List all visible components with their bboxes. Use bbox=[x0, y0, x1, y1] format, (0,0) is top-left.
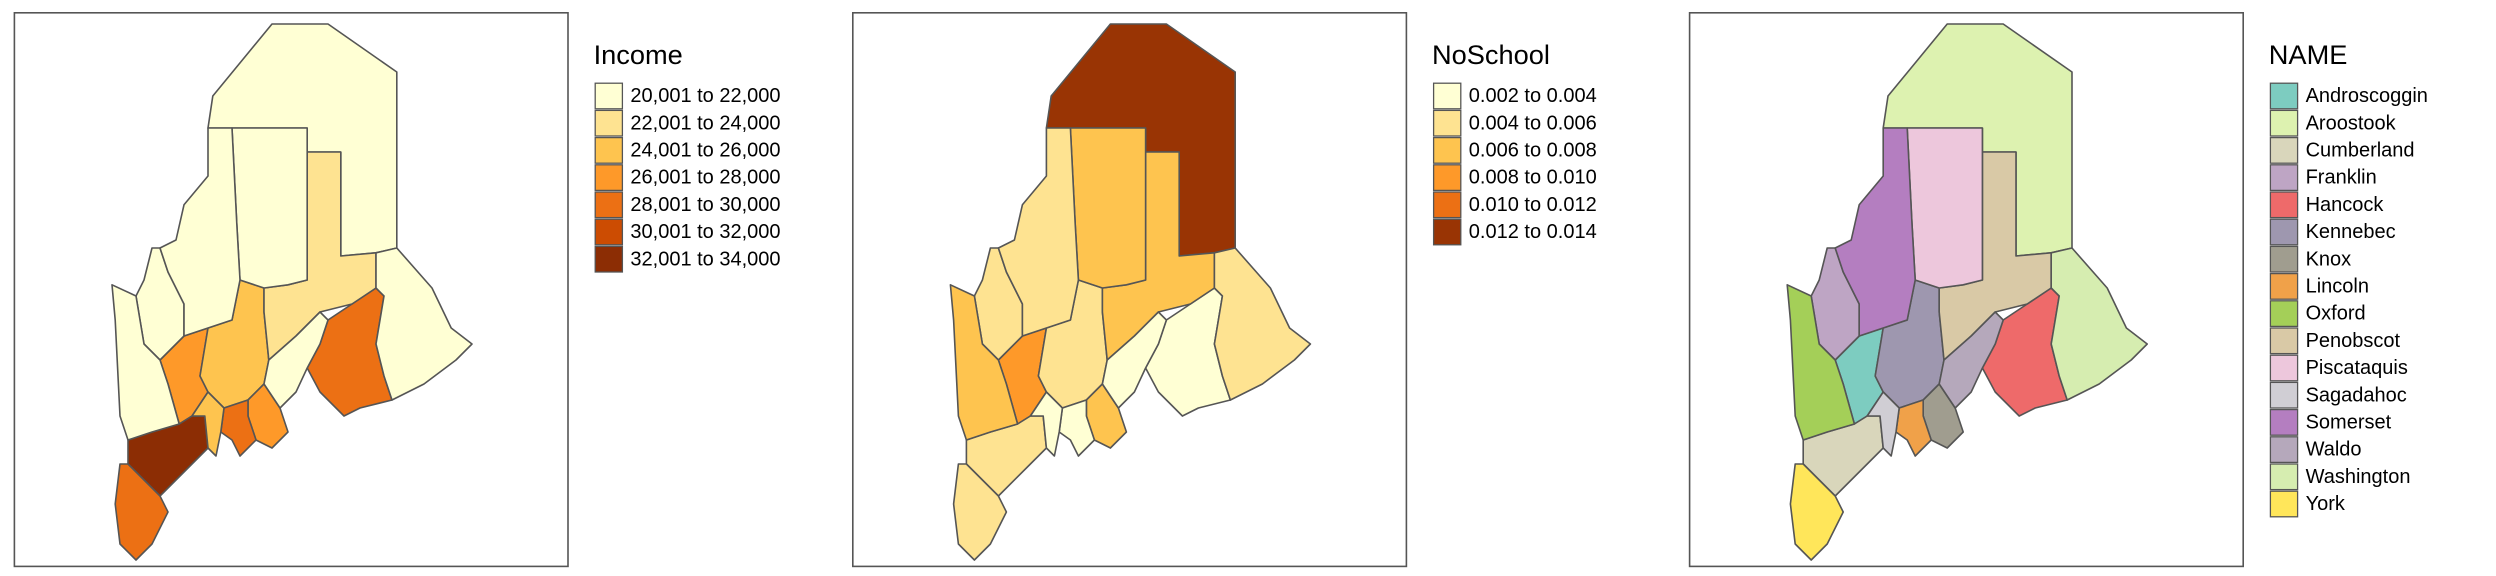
county bbox=[2050, 247, 2148, 401]
legend-swatch bbox=[2269, 408, 2299, 436]
map-panel: NoSchool 0.002 to 0.004 0.004 to 0.006 0.00… bbox=[852, 12, 1597, 568]
map-panel: NAME Androscoggin Aroostook Cumberland Frank… bbox=[1688, 12, 2428, 568]
county bbox=[263, 311, 329, 409]
legend-swatch bbox=[2269, 463, 2299, 491]
county bbox=[220, 399, 257, 457]
legend-swatch bbox=[2269, 436, 2299, 464]
county bbox=[1058, 399, 1096, 457]
legend-swatch bbox=[2269, 136, 2299, 164]
legend-label: York bbox=[2306, 493, 2346, 515]
legend-swatch bbox=[1432, 191, 1462, 219]
legend-swatch bbox=[2269, 191, 2299, 219]
map-panel: Income 20,001 to 22,000 22,001 to 24,000 24… bbox=[13, 12, 781, 568]
legend-label: Knox bbox=[2306, 248, 2352, 270]
legend-label: 0.012 to 0.014 bbox=[1469, 221, 1597, 243]
county bbox=[114, 463, 169, 561]
county-layer bbox=[949, 23, 1312, 561]
county bbox=[1895, 399, 1932, 457]
county bbox=[159, 127, 241, 337]
legend-swatch bbox=[1432, 82, 1462, 110]
legend-swatch bbox=[2269, 164, 2299, 192]
county bbox=[1834, 127, 1916, 337]
county bbox=[1866, 391, 1900, 457]
legend-swatch bbox=[2269, 490, 2299, 518]
legend-label: 20,001 to 22,000 bbox=[630, 85, 780, 107]
legend-swatch bbox=[2269, 109, 2299, 137]
legend-label: 32,001 to 34,000 bbox=[630, 248, 780, 270]
legend-swatch bbox=[2269, 381, 2299, 409]
county bbox=[111, 284, 181, 441]
legend-label: 0.002 to 0.004 bbox=[1469, 85, 1597, 107]
county bbox=[952, 463, 1008, 561]
legend-swatch bbox=[1432, 218, 1462, 246]
legend-label: Lincoln bbox=[2306, 275, 2369, 297]
county bbox=[1069, 127, 1147, 289]
legend-label: Waldo bbox=[2306, 439, 2362, 461]
legend-label: Oxford bbox=[2306, 303, 2366, 325]
legend-swatch bbox=[594, 136, 624, 164]
legend-swatch bbox=[594, 191, 624, 219]
legend-swatch bbox=[2269, 245, 2299, 273]
legend-label: Sagadahoc bbox=[2306, 384, 2407, 406]
legend-title: Income bbox=[594, 39, 683, 70]
legend-title: NoSchool bbox=[1432, 39, 1550, 70]
legend-swatch bbox=[2269, 354, 2299, 382]
legend-swatch bbox=[1432, 136, 1462, 164]
legend-swatch bbox=[1432, 164, 1462, 192]
legend-label: 28,001 to 30,000 bbox=[630, 194, 780, 216]
legend-swatch bbox=[594, 218, 624, 246]
county bbox=[965, 415, 1048, 497]
legend-label: Kennebec bbox=[2306, 221, 2396, 243]
county bbox=[997, 127, 1080, 337]
legend-label: Hancock bbox=[2306, 194, 2385, 216]
county bbox=[191, 391, 225, 457]
county bbox=[127, 415, 209, 497]
county bbox=[1029, 391, 1064, 457]
legend-swatch bbox=[2269, 218, 2299, 246]
county-layer bbox=[111, 23, 473, 561]
legend-label: 24,001 to 26,000 bbox=[630, 139, 780, 161]
legend-label: Androscoggin bbox=[2306, 85, 2428, 107]
legend-swatch bbox=[594, 164, 624, 192]
legend-label: 0.006 to 0.008 bbox=[1469, 139, 1597, 161]
county bbox=[1802, 415, 1884, 497]
legend-label: Penobscot bbox=[2306, 330, 2401, 352]
legend-label: 26,001 to 28,000 bbox=[630, 167, 780, 189]
legend-swatch bbox=[2269, 82, 2299, 110]
legend-label: Washington bbox=[2306, 466, 2411, 488]
legend-label: 0.004 to 0.006 bbox=[1469, 112, 1597, 134]
county bbox=[375, 247, 473, 401]
legend-label: 0.008 to 0.010 bbox=[1469, 167, 1597, 189]
county bbox=[1938, 311, 2004, 409]
legend-label: Piscataquis bbox=[2306, 357, 2408, 379]
legend-label: 0.010 to 0.012 bbox=[1469, 194, 1597, 216]
legend-swatch bbox=[594, 245, 624, 273]
county bbox=[1101, 311, 1168, 409]
legend-label: Franklin bbox=[2306, 167, 2377, 189]
legend-swatch bbox=[2269, 272, 2299, 300]
county bbox=[1789, 463, 1844, 561]
legend-swatch bbox=[594, 109, 624, 137]
legend-label: Cumberland bbox=[2306, 139, 2415, 161]
legend-swatch bbox=[1432, 109, 1462, 137]
legend-label: Somerset bbox=[2306, 411, 2392, 433]
county-layer bbox=[1786, 23, 2148, 561]
legend-label: 30,001 to 32,000 bbox=[630, 221, 780, 243]
legend-swatch bbox=[2269, 327, 2299, 355]
legend-title: NAME bbox=[2269, 39, 2348, 70]
county bbox=[1786, 284, 1856, 441]
legend-swatch bbox=[594, 82, 624, 110]
county bbox=[949, 284, 1019, 441]
legend-label: Aroostook bbox=[2306, 112, 2397, 134]
legend-label: 22,001 to 24,000 bbox=[630, 112, 780, 134]
county bbox=[1906, 127, 1984, 289]
legend-swatch bbox=[2269, 300, 2299, 328]
county bbox=[1213, 247, 1312, 401]
county bbox=[231, 127, 309, 289]
